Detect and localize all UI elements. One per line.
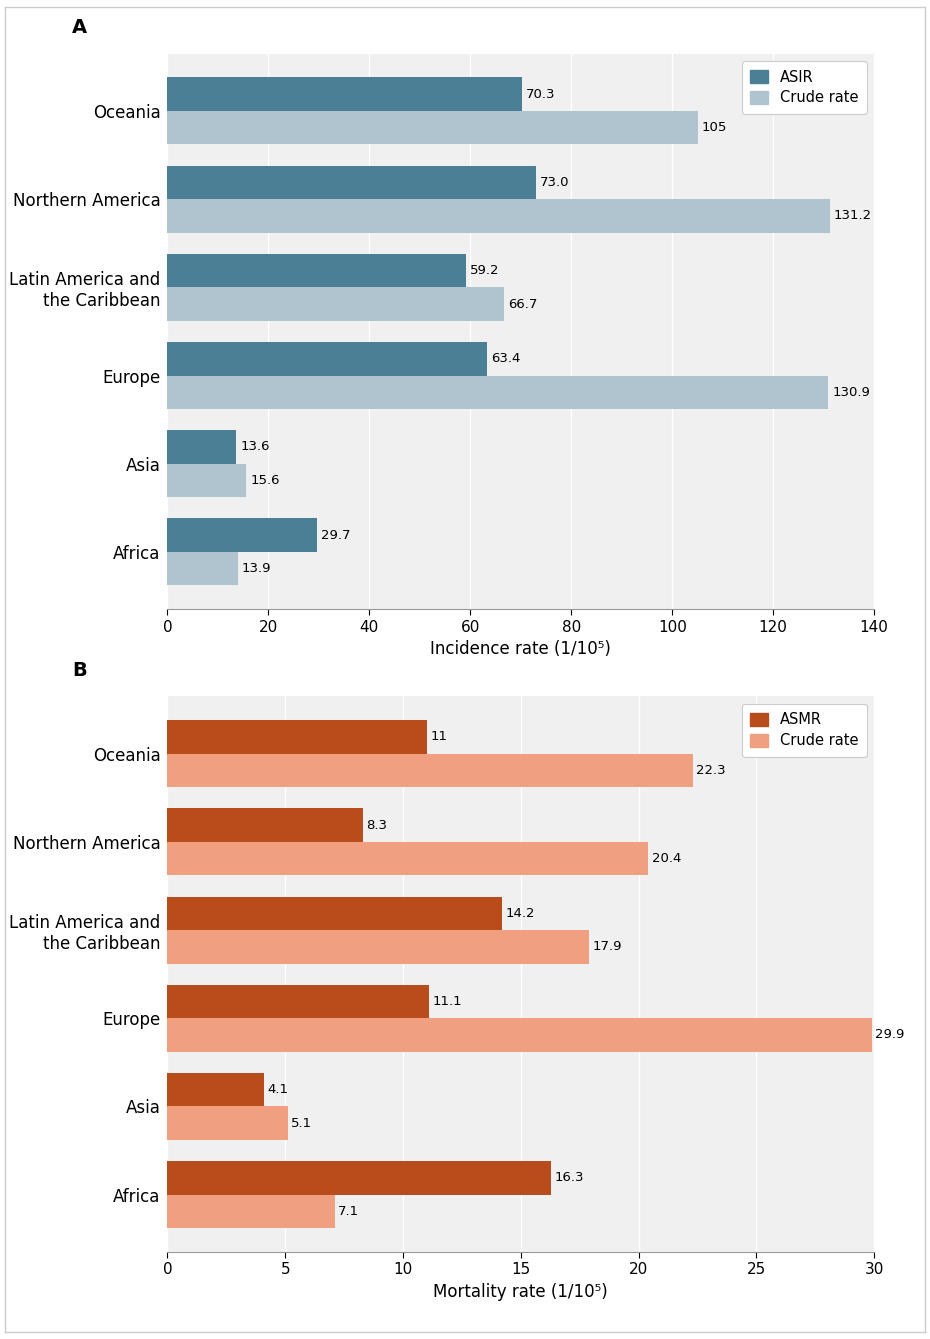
Bar [167, 1161, 551, 1194]
Text: B: B [72, 660, 86, 680]
Text: 16.3: 16.3 [555, 1172, 584, 1185]
Text: 131.2: 131.2 [834, 209, 872, 222]
Bar [167, 166, 536, 200]
Text: 130.9: 130.9 [832, 386, 870, 399]
Bar [167, 1018, 871, 1051]
Text: 22.3: 22.3 [697, 763, 726, 777]
X-axis label: Incidence rate (1/10⁵): Incidence rate (1/10⁵) [431, 640, 611, 659]
Text: 59.2: 59.2 [471, 264, 499, 277]
Text: 63.4: 63.4 [492, 352, 521, 366]
Text: 17.9: 17.9 [592, 940, 622, 953]
Bar [167, 809, 363, 842]
Text: 15.6: 15.6 [250, 474, 280, 487]
Bar [167, 288, 504, 321]
Bar [167, 754, 693, 787]
Bar [167, 341, 487, 375]
Legend: ASMR, Crude rate: ASMR, Crude rate [742, 703, 867, 757]
Text: 4.1: 4.1 [268, 1083, 288, 1097]
Text: 8.3: 8.3 [366, 818, 388, 832]
Text: 5.1: 5.1 [291, 1117, 312, 1130]
Bar [167, 518, 317, 552]
Text: 7.1: 7.1 [339, 1205, 359, 1218]
Bar [167, 1194, 335, 1228]
Text: 13.6: 13.6 [240, 441, 270, 454]
Bar [167, 931, 589, 964]
Bar [167, 200, 830, 233]
Text: 70.3: 70.3 [526, 87, 556, 100]
Bar [167, 842, 648, 876]
Bar [167, 254, 466, 288]
Bar [167, 1106, 287, 1139]
Text: 11.1: 11.1 [432, 995, 462, 1008]
Legend: ASIR, Crude rate: ASIR, Crude rate [742, 60, 867, 114]
Bar [167, 463, 246, 497]
Text: A: A [72, 17, 87, 37]
Bar [167, 375, 829, 408]
Text: 14.2: 14.2 [506, 907, 535, 920]
X-axis label: Mortality rate (1/10⁵): Mortality rate (1/10⁵) [433, 1283, 608, 1302]
Text: 66.7: 66.7 [508, 297, 538, 311]
Bar [167, 430, 236, 463]
Bar [167, 984, 429, 1018]
Bar [167, 78, 523, 111]
Text: 20.4: 20.4 [652, 852, 681, 865]
Bar [167, 552, 237, 585]
Text: 105: 105 [701, 121, 727, 134]
Bar [167, 720, 427, 754]
Bar [167, 1073, 264, 1106]
Text: 29.7: 29.7 [322, 529, 351, 542]
Text: 11: 11 [430, 730, 447, 743]
Text: 13.9: 13.9 [242, 562, 272, 576]
Text: 29.9: 29.9 [875, 1028, 905, 1042]
Text: 73.0: 73.0 [540, 175, 569, 189]
Bar [167, 897, 502, 931]
Bar [167, 111, 698, 145]
